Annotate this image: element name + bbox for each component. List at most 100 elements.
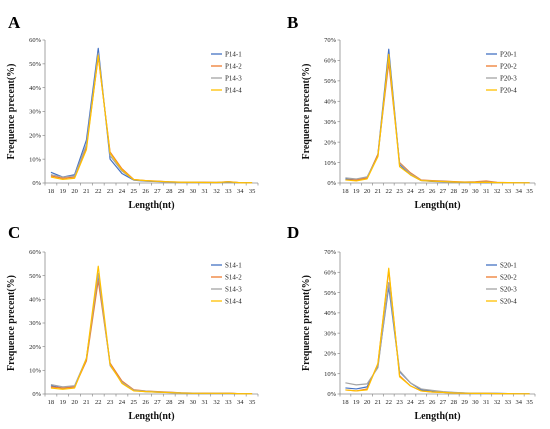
series-line-s14-3	[50, 272, 253, 395]
legend-label: P14-3	[225, 74, 242, 82]
y-tick-label: 60%	[324, 269, 337, 276]
chart-panel-d: D 0% 10% 20% 30% 40% 50% 60% 70% 18 19 20 21 22 23 24 25…	[287, 223, 536, 422]
legend-label: P20-4	[500, 86, 517, 94]
x-tick-label: 21	[375, 188, 382, 195]
x-tick-label: 24	[119, 188, 126, 195]
y-axis-title: Frequence precent(%)	[6, 275, 17, 371]
x-tick-label: 33	[225, 188, 232, 195]
y-tick-label: 20%	[324, 139, 337, 146]
y-tick-label: 30%	[324, 330, 337, 337]
x-tick-label: 31	[202, 188, 209, 195]
y-tick-label: 40%	[324, 310, 337, 317]
x-tick-label: 34	[516, 399, 523, 406]
x-tick-label: 22	[95, 188, 102, 195]
x-tick-label: 26	[429, 399, 436, 406]
x-tick-label: 25	[418, 399, 425, 406]
y-tick-label: 10%	[29, 368, 42, 375]
x-tick-label: 24	[407, 399, 414, 406]
panel-letter: D	[287, 223, 299, 242]
x-tick-label: 32	[494, 399, 501, 406]
x-tick-label: 33	[225, 399, 232, 406]
x-tick-label: 35	[249, 188, 256, 195]
y-tick-label: 0%	[327, 180, 336, 187]
x-tick-label: 25	[418, 188, 425, 195]
x-tick-label: 30	[472, 188, 479, 195]
legend-label: S14-2	[225, 273, 242, 281]
x-tick-label: 19	[353, 188, 360, 195]
y-tick-label: 70%	[324, 249, 337, 256]
x-tick-label: 31	[202, 399, 209, 406]
x-tick-label: 35	[249, 399, 256, 406]
y-axis-title: Frequence precent(%)	[301, 275, 312, 371]
legend: S14-1 S14-2 S14-3 S14-4	[211, 261, 242, 305]
x-tick-label: 19	[353, 399, 360, 406]
y-tick-label: 70%	[324, 37, 337, 44]
y-tick-label: 0%	[327, 391, 336, 398]
legend: S20-1 S20-2 S20-3 S20-4	[486, 261, 517, 305]
x-tick-label: 20	[71, 188, 78, 195]
legend-label: S20-4	[500, 297, 517, 305]
x-tick-label: 31	[483, 399, 490, 406]
y-tick-label: 60%	[29, 37, 42, 44]
y-axis-title: Frequence precent(%)	[6, 64, 17, 160]
x-tick-label: 28	[166, 399, 173, 406]
series-line-p14-4	[50, 54, 253, 184]
legend-label: S20-1	[500, 261, 517, 269]
y-tick-label: 50%	[324, 290, 337, 297]
x-tick-label: 19	[60, 188, 67, 195]
x-tick-label: 18	[48, 188, 55, 195]
x-tick-label: 30	[472, 399, 479, 406]
x-tick-label: 27	[154, 399, 161, 406]
y-tick-label: 20%	[29, 133, 42, 140]
chart-panel-b: B 0% 10% 20% 30% 40% 50% 60% 70% 18 19 20 21 22 23 24 25…	[287, 13, 536, 211]
x-tick-label: 21	[83, 399, 90, 406]
legend-label: S14-1	[225, 261, 242, 269]
y-tick-label: 50%	[29, 61, 42, 68]
x-tick-label: 26	[142, 399, 149, 406]
series-line-s14-4	[50, 265, 253, 395]
x-tick-label: 23	[396, 188, 403, 195]
y-tick-label: 50%	[29, 273, 42, 280]
x-tick-label: 33	[505, 188, 512, 195]
x-axis-title: Length(nt)	[414, 200, 460, 211]
x-tick-label: 22	[386, 399, 393, 406]
x-tick-label: 24	[119, 399, 126, 406]
y-tick-label: 60%	[324, 58, 337, 65]
x-tick-label: 29	[461, 399, 468, 406]
y-tick-label: 50%	[324, 78, 337, 85]
x-tick-label: 21	[375, 399, 382, 406]
y-tick-label: 60%	[29, 249, 42, 256]
x-tick-label: 34	[237, 399, 244, 406]
y-tick-label: 10%	[324, 160, 337, 167]
x-tick-label: 23	[107, 399, 114, 406]
y-tick-label: 10%	[324, 371, 337, 378]
x-tick-label: 20	[71, 399, 78, 406]
y-tick-label: 30%	[29, 320, 42, 327]
x-tick-label: 35	[526, 399, 533, 406]
x-tick-label: 27	[440, 399, 447, 406]
x-tick-label: 30	[190, 188, 197, 195]
x-tick-label: 32	[494, 188, 501, 195]
legend: P20-1 P20-2 P20-3 P20-4	[486, 50, 517, 94]
legend-label: S20-3	[500, 285, 517, 293]
x-tick-label: 31	[483, 188, 490, 195]
legend-label: P14-2	[225, 62, 242, 70]
y-axis-title: Frequence precent(%)	[301, 64, 312, 160]
y-tick-label: 0%	[32, 180, 41, 187]
series-line-s20-4	[345, 267, 530, 395]
x-tick-label: 22	[386, 188, 393, 195]
legend-label: P14-4	[225, 86, 242, 94]
legend-label: S14-3	[225, 285, 242, 293]
panel-letter: B	[287, 13, 298, 32]
x-tick-label: 23	[107, 188, 114, 195]
x-tick-label: 25	[131, 188, 138, 195]
x-tick-label: 32	[213, 188, 220, 195]
x-tick-label: 27	[440, 188, 447, 195]
x-tick-label: 23	[396, 399, 403, 406]
x-tick-label: 28	[451, 188, 458, 195]
series-line-s14-1	[50, 275, 253, 395]
x-tick-label: 29	[178, 399, 185, 406]
x-tick-label: 22	[95, 399, 102, 406]
x-tick-label: 32	[213, 399, 220, 406]
y-tick-label: 40%	[29, 297, 42, 304]
